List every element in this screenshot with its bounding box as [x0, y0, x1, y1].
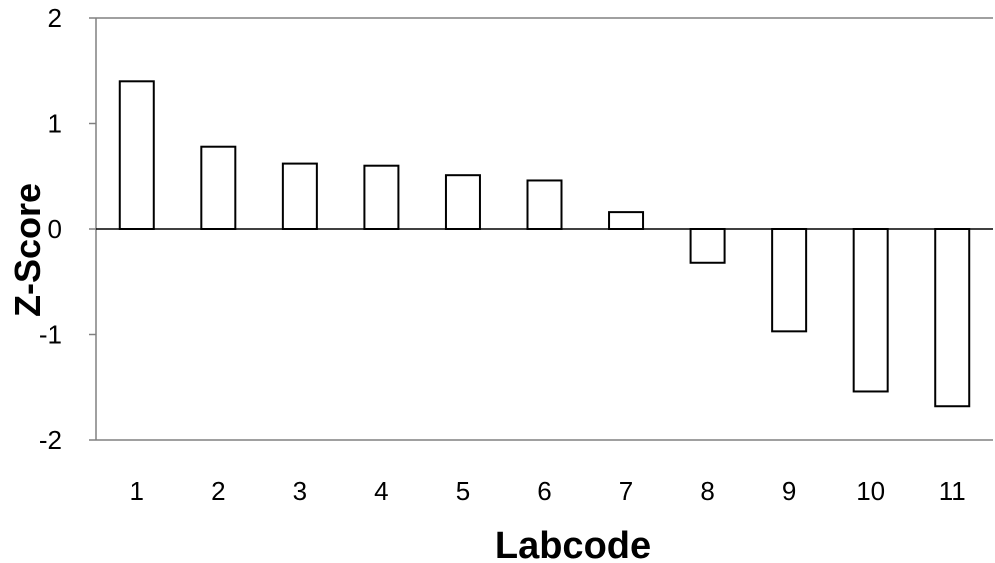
y-tick-label: 2 — [48, 3, 62, 33]
bar-10 — [852, 228, 889, 393]
bar-7 — [608, 211, 645, 230]
bar-5 — [444, 174, 481, 231]
x-tick-label: 3 — [293, 476, 307, 506]
x-tick-label: 8 — [700, 476, 714, 506]
x-tick-label: 11 — [939, 476, 966, 506]
y-tick-label: 0 — [48, 214, 62, 244]
x-tick-label: 4 — [374, 476, 388, 506]
x-tick-label: 6 — [537, 476, 551, 506]
x-tick-label: 2 — [211, 476, 225, 506]
y-axis-title: Z-Score — [7, 183, 48, 317]
x-axis-title: Labcode — [495, 525, 651, 563]
x-tick-label: 10 — [856, 476, 885, 506]
bar-3 — [281, 162, 318, 230]
x-tick-label: 1 — [130, 476, 144, 506]
bar-8 — [689, 228, 726, 264]
x-axis-tick-labels: 1 2 3 4 5 6 7 8 9 10 11 — [130, 476, 966, 506]
y-tick-label: -1 — [39, 320, 62, 350]
bar-2 — [200, 145, 237, 231]
x-tick-label: 5 — [456, 476, 470, 506]
bar-11 — [934, 228, 971, 408]
y-tick-label: -2 — [39, 425, 62, 455]
bar-1 — [118, 80, 155, 230]
bar-4 — [363, 164, 400, 230]
bar-6 — [526, 179, 563, 230]
bar-9 — [771, 228, 808, 333]
x-tick-label: 9 — [782, 476, 796, 506]
y-axis-ticks: -2 -1 0 1 2 — [39, 3, 96, 455]
y-tick-label: 1 — [48, 109, 62, 139]
bars — [118, 80, 971, 408]
x-tick-label: 7 — [619, 476, 633, 506]
